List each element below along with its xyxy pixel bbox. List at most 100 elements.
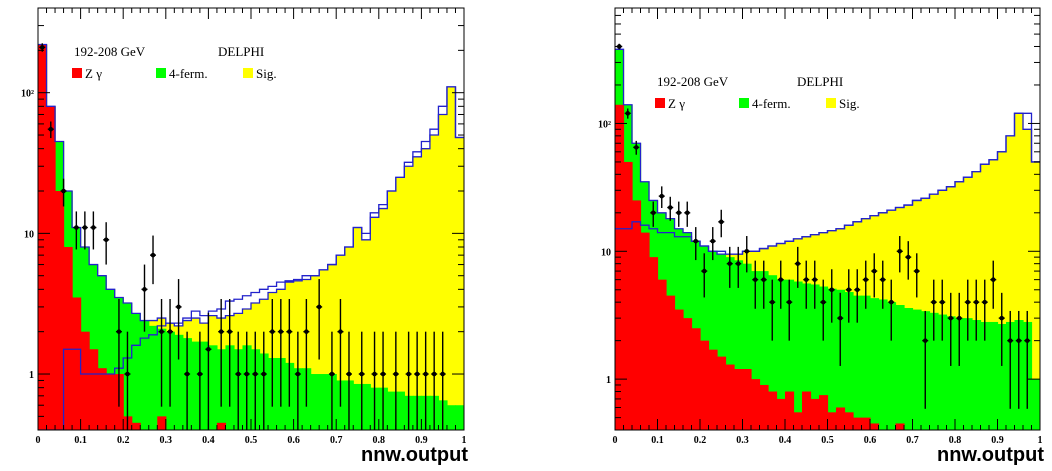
histogram-bar (1031, 379, 1040, 430)
legend-swatch (156, 68, 166, 78)
data-point (218, 329, 224, 334)
data-point (287, 329, 292, 334)
y-tick-label: 10² (21, 89, 34, 100)
data-point (863, 277, 869, 282)
histogram-bar (734, 369, 744, 430)
histogram-bar (997, 323, 1007, 430)
histogram-bar (997, 151, 1007, 430)
chart-panel-2: 0 0.1 0.2 0.3 0.4 0.5 0.6 0.7 0.8 0.9 1 1 10 10² nnw.o… (598, 7, 1044, 466)
x-tick-label: 1 (462, 435, 467, 446)
data-point (786, 299, 792, 305)
x-tick-label: 0.2 (117, 435, 130, 446)
signal-outline (38, 86, 464, 430)
y-tick-label: 1 (29, 370, 34, 381)
data-point (316, 304, 322, 310)
histogram-bar (751, 271, 761, 430)
histogram-bar (742, 369, 752, 430)
data-point (227, 329, 232, 334)
plot-area (615, 43, 1040, 430)
histogram-bar (691, 328, 701, 430)
x-axis-label: nnw.output (937, 444, 1044, 466)
x-axis-label: nnw.output (361, 444, 468, 466)
histogram-bar (106, 374, 116, 430)
data-point (142, 287, 147, 292)
data-point (116, 329, 122, 334)
histogram-bar (199, 341, 209, 430)
histogram-bar (63, 246, 73, 430)
data-point (914, 268, 920, 274)
histogram-bar (319, 374, 329, 430)
histogram-bar (904, 308, 914, 430)
data-point (329, 371, 335, 377)
x-tick-label: 0.9 (991, 435, 1004, 446)
histogram-bar (89, 264, 99, 430)
x-tick-label: 0.2 (694, 435, 707, 446)
data-point (1016, 338, 1022, 343)
histogram-bar (89, 349, 99, 430)
x-tick-label: 0.4 (202, 435, 215, 446)
histogram-bar (191, 341, 201, 430)
data-point (206, 346, 211, 352)
histogram-bar (683, 318, 693, 430)
x-tick-label: 0.5 (245, 435, 258, 446)
histogram-bar (776, 279, 786, 430)
data-point (761, 277, 767, 282)
data-point (659, 193, 665, 199)
x-tick-label: 0.5 (821, 435, 834, 446)
histogram-bar (785, 391, 795, 430)
histogram-bar (455, 405, 464, 430)
data-point (423, 371, 428, 377)
x-tick-label: 0.6 (864, 435, 877, 446)
data-points (39, 43, 446, 430)
histogram-bar (1014, 113, 1024, 430)
histogram-bar (649, 257, 659, 430)
histogram-bar (853, 417, 863, 430)
data-point (982, 299, 988, 305)
legend-swatch (739, 98, 749, 108)
data-point (167, 329, 173, 334)
histogram-bar (623, 161, 633, 430)
histogram-bar (378, 208, 388, 430)
histogram-bar (742, 263, 752, 430)
data-point (82, 225, 88, 230)
data-point (176, 304, 181, 310)
data-point (812, 277, 818, 282)
histogram-bar (361, 239, 371, 430)
x-tick-label: 0.3 (160, 435, 173, 446)
y-axis: 1 10 10² (598, 7, 1040, 431)
x-tick-label: 0.8 (373, 435, 386, 446)
histogram-bar (878, 299, 888, 430)
data-point (846, 287, 852, 293)
histogram-bar (708, 251, 718, 430)
histogram-bar (955, 318, 965, 430)
histogram-bar (97, 368, 107, 430)
histogram-bar (106, 289, 116, 430)
histogram-bar (980, 321, 990, 430)
legend-swatch (72, 68, 82, 78)
histogram-bar (938, 314, 948, 430)
legend: Z γ 4-ferm. Sig. (655, 96, 860, 111)
histogram-bar (395, 391, 405, 430)
histogram-bar (861, 417, 871, 430)
data-point (270, 329, 275, 334)
histogram-bar (844, 412, 854, 430)
histogram-bar (895, 305, 905, 430)
histogram-bar (80, 331, 90, 430)
data-point (956, 315, 962, 321)
energy-annotation: 192-208 GeV (657, 74, 729, 89)
data-point (735, 261, 741, 266)
histogram-bar (785, 279, 795, 430)
data-point (999, 315, 1005, 321)
histogram-bar (657, 279, 667, 430)
histogram-bar (768, 391, 778, 430)
histogram-bar (853, 295, 863, 430)
data-point (346, 371, 352, 377)
histogram-bar (97, 275, 107, 430)
histogram-bar (353, 383, 363, 430)
data-point (48, 126, 54, 132)
x-tick-label: 0.3 (736, 435, 749, 446)
data-point (74, 225, 79, 230)
histogram-bar (208, 345, 218, 430)
legend-label: 4-ferm. (169, 66, 208, 81)
x-tick-label: 0.9 (415, 435, 428, 446)
